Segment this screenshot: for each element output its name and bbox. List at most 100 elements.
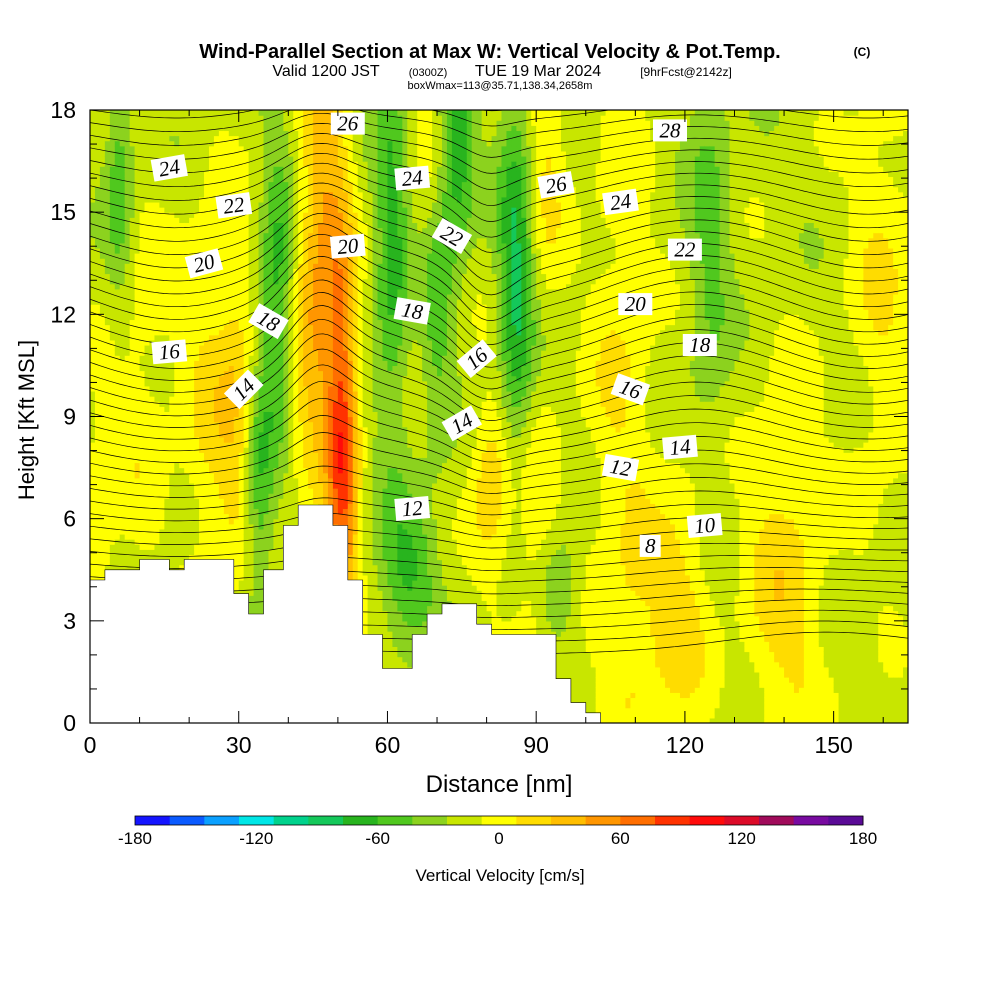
velocity-cell xyxy=(159,222,165,229)
velocity-cell xyxy=(199,334,205,341)
velocity-cell xyxy=(238,549,245,556)
velocity-cell xyxy=(253,467,260,474)
velocity-cell xyxy=(253,196,260,203)
velocity-cell xyxy=(154,544,161,550)
velocity-cell xyxy=(204,508,210,515)
velocity-cell xyxy=(228,355,235,361)
velocity-cell xyxy=(169,462,175,469)
velocity-cell xyxy=(253,242,260,249)
velocity-cell xyxy=(228,253,235,259)
velocity-cell xyxy=(104,554,111,561)
velocity-cell xyxy=(144,242,151,249)
velocity-cell xyxy=(263,498,270,504)
velocity-cell xyxy=(109,406,116,412)
velocity-cell xyxy=(243,549,250,556)
velocity-cell xyxy=(174,396,180,402)
velocity-cell xyxy=(159,411,165,418)
velocity-cell xyxy=(233,360,240,367)
velocity-cell xyxy=(154,426,161,433)
velocity-cell xyxy=(199,309,205,315)
velocity-cell xyxy=(109,467,116,474)
velocity-cell xyxy=(258,201,265,208)
velocity-cell xyxy=(164,533,170,540)
velocity-cell xyxy=(243,523,250,530)
velocity-cell xyxy=(208,217,215,223)
velocity-cell xyxy=(268,528,275,535)
velocity-cell xyxy=(99,477,106,484)
velocity-cell xyxy=(90,155,96,162)
velocity-cell xyxy=(179,268,185,275)
velocity-cell xyxy=(179,110,185,116)
velocity-cell xyxy=(228,513,235,520)
velocity-cell xyxy=(218,304,225,310)
velocity-cell xyxy=(268,253,275,259)
velocity-cell xyxy=(119,401,126,407)
velocity-cell xyxy=(184,232,190,239)
velocity-cell xyxy=(90,457,96,464)
velocity-cell xyxy=(139,217,146,223)
velocity-cell xyxy=(164,426,170,433)
velocity-cell xyxy=(243,569,250,576)
velocity-cell xyxy=(139,401,146,407)
velocity-cell xyxy=(179,334,185,341)
velocity-cell xyxy=(94,191,101,198)
velocity-cell xyxy=(109,498,116,504)
velocity-cell xyxy=(90,222,96,229)
velocity-cell xyxy=(104,150,111,157)
velocity-cell xyxy=(174,130,180,137)
velocity-cell xyxy=(204,370,210,377)
velocity-cell xyxy=(208,155,215,162)
velocity-cell xyxy=(199,554,205,561)
velocity-cell xyxy=(114,365,121,372)
velocity-cell xyxy=(253,329,260,336)
velocity-cell xyxy=(159,135,165,142)
velocity-cell xyxy=(94,293,101,300)
velocity-cell xyxy=(253,186,260,193)
velocity-cell xyxy=(228,329,235,336)
velocity-cell xyxy=(248,518,255,525)
velocity-cell xyxy=(218,319,225,326)
velocity-cell xyxy=(184,247,190,254)
velocity-cell xyxy=(194,207,200,213)
velocity-cell xyxy=(144,309,151,315)
velocity-cell xyxy=(258,365,265,372)
velocity-cell xyxy=(99,140,106,147)
velocity-cell xyxy=(238,523,245,530)
velocity-cell xyxy=(134,513,141,520)
velocity-cell xyxy=(144,498,151,504)
velocity-cell xyxy=(263,544,270,550)
velocity-cell xyxy=(283,273,289,280)
velocity-cell xyxy=(184,350,190,356)
velocity-cell xyxy=(194,140,200,147)
velocity-cell xyxy=(109,533,116,540)
velocity-cell xyxy=(94,171,101,178)
velocity-cell xyxy=(233,268,240,275)
velocity-cell xyxy=(189,508,195,515)
velocity-cell xyxy=(154,150,161,157)
velocity-cell xyxy=(228,457,235,464)
velocity-cell xyxy=(233,176,240,183)
velocity-cell xyxy=(154,467,161,474)
velocity-cell xyxy=(169,390,175,397)
velocity-cell xyxy=(233,339,240,346)
velocity-cell xyxy=(243,181,250,188)
velocity-cell xyxy=(208,161,215,167)
velocity-cell xyxy=(124,344,131,351)
velocity-cell xyxy=(243,498,250,504)
velocity-cell xyxy=(238,283,245,290)
velocity-cell xyxy=(164,549,170,556)
velocity-cell xyxy=(90,365,96,372)
velocity-cell xyxy=(184,212,190,218)
velocity-cell xyxy=(253,115,260,121)
velocity-cell xyxy=(189,110,195,116)
velocity-cell xyxy=(114,426,121,433)
velocity-cell xyxy=(174,513,180,520)
velocity-cell xyxy=(179,508,185,515)
velocity-cell xyxy=(99,375,106,382)
velocity-cell xyxy=(169,110,175,116)
velocity-cell xyxy=(233,569,240,576)
velocity-cell xyxy=(223,406,230,412)
velocity-cell xyxy=(204,482,210,489)
velocity-cell xyxy=(208,431,215,438)
velocity-cell xyxy=(278,503,284,510)
